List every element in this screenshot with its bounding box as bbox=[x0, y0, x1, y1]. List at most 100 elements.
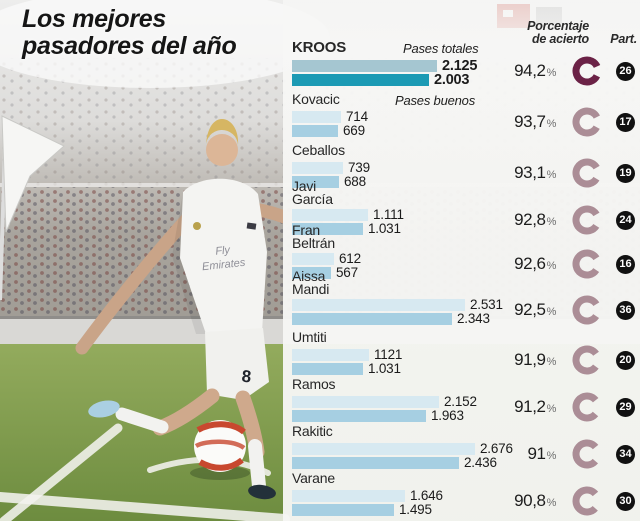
corner-flag bbox=[0, 115, 65, 301]
total-passes-bar bbox=[292, 349, 369, 361]
good-passes-value: 2.003 bbox=[434, 72, 470, 88]
percent-sign: % bbox=[546, 403, 557, 415]
accuracy-percentage: 93,7% bbox=[514, 112, 557, 131]
good-passes-value: 1.495 bbox=[399, 502, 432, 517]
good-passes-value: 1.963 bbox=[431, 408, 464, 423]
accuracy-donut bbox=[572, 439, 602, 469]
page-title-line1: Los mejores bbox=[22, 5, 166, 33]
total-passes-value: 1.646 bbox=[410, 488, 443, 503]
good-passes-value: 2.436 bbox=[464, 455, 497, 470]
total-passes-value: 739 bbox=[348, 160, 370, 175]
percent-sign: % bbox=[546, 118, 557, 130]
jersey-crest bbox=[193, 222, 201, 230]
accuracy-donut bbox=[572, 158, 602, 188]
shorts-number: 8 bbox=[241, 367, 252, 387]
accuracy-donut bbox=[572, 295, 602, 325]
accuracy-percentage: 91,2% bbox=[514, 397, 557, 416]
jersey-sponsor-line1: Fly bbox=[215, 244, 232, 258]
total-passes-value: 612 bbox=[339, 251, 361, 266]
good-passes-bar bbox=[292, 223, 363, 235]
total-passes-bar bbox=[292, 299, 465, 311]
participations-badge: 26 bbox=[616, 62, 635, 81]
total-passes-value: 2.152 bbox=[444, 394, 477, 409]
good-passes-bar bbox=[292, 74, 429, 86]
percent-sign: % bbox=[546, 216, 557, 228]
percent-sign: % bbox=[546, 67, 557, 79]
total-passes-bar bbox=[292, 209, 368, 221]
player-sock-standing bbox=[248, 439, 266, 493]
good-passes-bar bbox=[292, 504, 394, 516]
adidas-logo bbox=[246, 222, 257, 230]
player-jersey-shade bbox=[172, 192, 206, 334]
percent-sign: % bbox=[546, 497, 557, 509]
player-boot-kicking bbox=[88, 400, 120, 418]
total-passes-value: 714 bbox=[346, 109, 368, 124]
accuracy-percentage: 93,1% bbox=[514, 163, 557, 182]
player-name: Varane bbox=[292, 470, 335, 486]
player-head bbox=[206, 134, 238, 166]
total-passes-value: 2.125 bbox=[442, 58, 478, 74]
total-passes-bar bbox=[292, 253, 334, 265]
accuracy-donut bbox=[572, 107, 602, 137]
good-passes-value: 688 bbox=[344, 174, 366, 189]
player-name: Ceballos bbox=[292, 142, 345, 158]
legend-total-passes: Pases totales bbox=[403, 41, 479, 56]
accuracy-percentage: 91,9% bbox=[514, 350, 557, 369]
good-passes-bar bbox=[292, 176, 339, 188]
good-passes-bar bbox=[292, 363, 363, 375]
player-shorts bbox=[205, 328, 269, 400]
participations-badge: 34 bbox=[616, 445, 635, 464]
total-passes-value: 1.111 bbox=[373, 207, 404, 222]
percent-sign: % bbox=[546, 450, 557, 462]
jersey-sponsor-line2: Emirates bbox=[201, 257, 246, 274]
total-passes-value: 2.676 bbox=[480, 441, 513, 456]
page-title: Los mejores pasadores del año bbox=[22, 5, 237, 60]
good-passes-bar bbox=[292, 267, 331, 279]
percent-sign: % bbox=[546, 306, 557, 318]
legend-good-passes: Pases buenos bbox=[395, 93, 475, 108]
total-passes-bar bbox=[292, 396, 439, 408]
good-passes-value: 1.031 bbox=[368, 221, 401, 236]
participations-badge: 24 bbox=[616, 211, 635, 230]
accuracy-percentage: 92,8% bbox=[514, 210, 557, 229]
total-passes-bar bbox=[292, 162, 343, 174]
player-name: KROOS bbox=[292, 39, 347, 56]
good-passes-bar bbox=[292, 125, 338, 137]
participations-badge: 16 bbox=[616, 255, 635, 274]
good-passes-value: 567 bbox=[336, 265, 358, 280]
good-passes-value: 1.031 bbox=[368, 361, 401, 376]
accuracy-percentage: 90,8% bbox=[514, 491, 557, 510]
good-passes-value: 669 bbox=[343, 123, 365, 138]
good-passes-value: 2.343 bbox=[457, 311, 490, 326]
chart-panel: Porcentaje de acierto Part. Pases totale… bbox=[283, 0, 640, 521]
participations-badge: 36 bbox=[616, 301, 635, 320]
player-sock-kicking bbox=[115, 407, 169, 434]
ball bbox=[190, 420, 250, 480]
participations-column-header: Part. bbox=[610, 32, 637, 46]
accuracy-donut bbox=[572, 56, 602, 86]
total-passes-value: 1121 bbox=[374, 347, 403, 362]
accuracy-percentage: 92,6% bbox=[514, 254, 557, 273]
participations-badge: 17 bbox=[616, 113, 635, 132]
accuracy-percentage: 91% bbox=[527, 444, 557, 463]
player-name: Fran Beltrán bbox=[292, 222, 335, 251]
title-haze bbox=[0, 0, 330, 88]
player-name: Kovacic bbox=[292, 91, 340, 107]
percent-sign: % bbox=[546, 169, 557, 181]
good-passes-bar bbox=[292, 410, 426, 422]
accuracy-donut bbox=[572, 345, 602, 375]
player-name: Ramos bbox=[292, 376, 336, 392]
accuracy-donut bbox=[572, 486, 602, 516]
total-passes-bar bbox=[292, 443, 475, 455]
participations-badge: 30 bbox=[616, 492, 635, 511]
page-title-line2: pasadores del año bbox=[22, 32, 237, 60]
accuracy-percentage: 94,2% bbox=[514, 61, 557, 80]
total-passes-bar bbox=[292, 490, 405, 502]
player-jersey bbox=[180, 178, 267, 334]
accuracy-donut bbox=[572, 205, 602, 235]
participations-badge: 20 bbox=[616, 351, 635, 370]
percent-sign: % bbox=[546, 356, 557, 368]
player-name: Aissa Mandi bbox=[292, 268, 330, 297]
percent-sign: % bbox=[546, 260, 557, 272]
